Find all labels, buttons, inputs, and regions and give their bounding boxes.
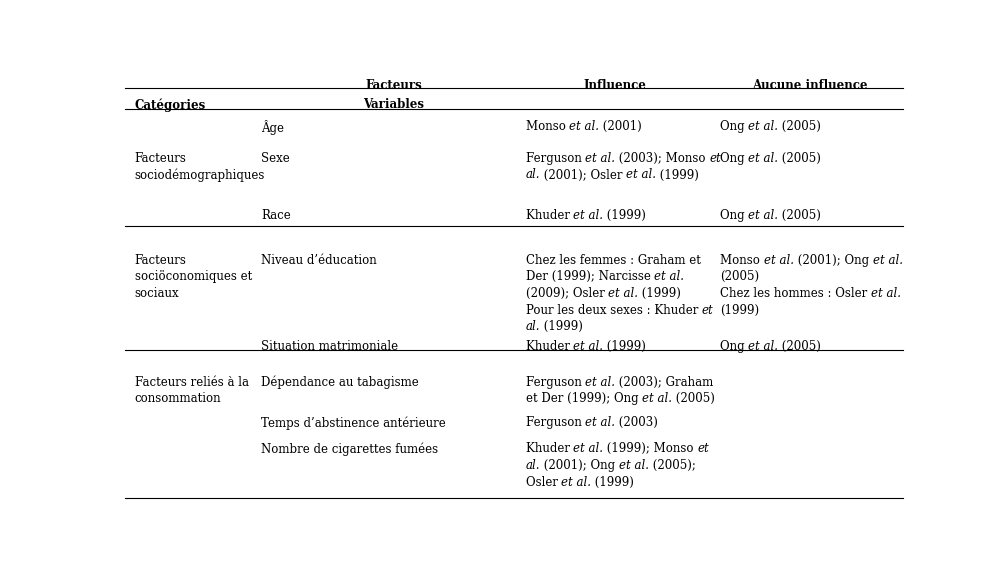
Text: Facteurs: Facteurs — [365, 79, 422, 92]
Text: (2005): (2005) — [719, 270, 759, 283]
Text: (2001); Ong: (2001); Ong — [793, 254, 872, 267]
Text: (2005): (2005) — [778, 209, 821, 222]
Text: consommation: consommation — [134, 392, 221, 405]
Text: et al.: et al. — [573, 442, 603, 455]
Text: et al.: et al. — [585, 376, 614, 389]
Text: sociodémographiques: sociodémographiques — [134, 169, 265, 182]
Text: et al.: et al. — [747, 340, 778, 353]
Text: sociöconomiques et: sociöconomiques et — [134, 270, 252, 283]
Text: et al.: et al. — [608, 287, 637, 300]
Text: Khuder: Khuder — [525, 340, 573, 353]
Text: et al.: et al. — [747, 152, 778, 165]
Text: et al.: et al. — [763, 254, 793, 267]
Text: et al.: et al. — [561, 476, 591, 488]
Text: et: et — [701, 304, 712, 317]
Text: Ferguson: Ferguson — [525, 152, 585, 165]
Text: al.: al. — [525, 459, 540, 472]
Text: (2003); Graham: (2003); Graham — [614, 376, 712, 389]
Text: (1999): (1999) — [637, 287, 680, 300]
Text: et al.: et al. — [585, 152, 614, 165]
Text: Influence: Influence — [583, 79, 646, 92]
Text: et al.: et al. — [573, 209, 603, 222]
Text: Der (1999); Narcisse: Der (1999); Narcisse — [525, 270, 653, 283]
Text: (2001); Ong: (2001); Ong — [540, 459, 618, 472]
Text: et al.: et al. — [641, 392, 671, 405]
Text: et al.: et al. — [573, 340, 603, 353]
Text: Monso: Monso — [719, 254, 763, 267]
Text: (1999): (1999) — [540, 320, 582, 333]
Text: Temps d’abstinence antérieure: Temps d’abstinence antérieure — [262, 416, 446, 430]
Text: (1999): (1999) — [655, 169, 698, 181]
Text: et Der (1999); Ong: et Der (1999); Ong — [525, 392, 641, 405]
Text: Pour les deux sexes : Khuder: Pour les deux sexes : Khuder — [525, 304, 701, 317]
Text: et al.: et al. — [870, 287, 900, 300]
Text: Race: Race — [262, 209, 291, 222]
Text: (2005): (2005) — [671, 392, 714, 405]
Text: Ong: Ong — [719, 152, 747, 165]
Text: (2009); Osler: (2009); Osler — [525, 287, 608, 300]
Text: (1999): (1999) — [603, 340, 645, 353]
Text: (1999); Monso: (1999); Monso — [603, 442, 697, 455]
Text: Aucune influence: Aucune influence — [750, 79, 867, 92]
Text: et al.: et al. — [618, 459, 648, 472]
Text: et al.: et al. — [585, 416, 614, 429]
Text: Nombre de cigarettes fumées: Nombre de cigarettes fumées — [262, 442, 438, 456]
Text: al.: al. — [525, 320, 540, 333]
Text: Facteurs reliés à la: Facteurs reliés à la — [134, 376, 248, 389]
Text: (2005);: (2005); — [648, 459, 695, 472]
Text: Âge: Âge — [262, 120, 285, 135]
Text: Catégories: Catégories — [134, 98, 205, 112]
Text: et: et — [697, 442, 708, 455]
Text: Chez les hommes : Osler: Chez les hommes : Osler — [719, 287, 870, 300]
Text: Niveau d’éducation: Niveau d’éducation — [262, 254, 377, 267]
Text: Situation matrimoniale: Situation matrimoniale — [262, 340, 398, 353]
Text: (2005): (2005) — [778, 152, 821, 165]
Text: Dépendance au tabagisme: Dépendance au tabagisme — [262, 376, 419, 389]
Text: et al.: et al. — [747, 120, 778, 133]
Text: et: et — [708, 152, 720, 165]
Text: Khuder: Khuder — [525, 442, 573, 455]
Text: Variables: Variables — [363, 98, 424, 111]
Text: (2003): (2003) — [614, 416, 657, 429]
Text: Ong: Ong — [719, 209, 747, 222]
Text: (2001); Osler: (2001); Osler — [540, 169, 626, 181]
Text: Ong: Ong — [719, 340, 747, 353]
Text: (1999): (1999) — [591, 476, 633, 488]
Text: (2001): (2001) — [599, 120, 641, 133]
Text: sociaux: sociaux — [134, 287, 179, 300]
Text: Monso: Monso — [525, 120, 569, 133]
Text: et al.: et al. — [569, 120, 599, 133]
Text: et al.: et al. — [872, 254, 902, 267]
Text: Osler: Osler — [525, 476, 561, 488]
Text: (2005): (2005) — [778, 340, 821, 353]
Text: Ferguson: Ferguson — [525, 416, 585, 429]
Text: (1999): (1999) — [603, 209, 645, 222]
Text: et al.: et al. — [653, 270, 683, 283]
Text: Sexe: Sexe — [262, 152, 290, 165]
Text: Khuder: Khuder — [525, 209, 573, 222]
Text: Chez les femmes : Graham et: Chez les femmes : Graham et — [525, 254, 699, 267]
Text: (2003); Monso: (2003); Monso — [614, 152, 708, 165]
Text: (1999): (1999) — [719, 304, 759, 317]
Text: al.: al. — [525, 169, 540, 181]
Text: Ferguson: Ferguson — [525, 376, 585, 389]
Text: Facteurs: Facteurs — [134, 152, 186, 165]
Text: Ong: Ong — [719, 120, 747, 133]
Text: et al.: et al. — [747, 209, 778, 222]
Text: (2005): (2005) — [778, 120, 821, 133]
Text: et al.: et al. — [626, 169, 655, 181]
Text: Facteurs: Facteurs — [134, 254, 186, 267]
